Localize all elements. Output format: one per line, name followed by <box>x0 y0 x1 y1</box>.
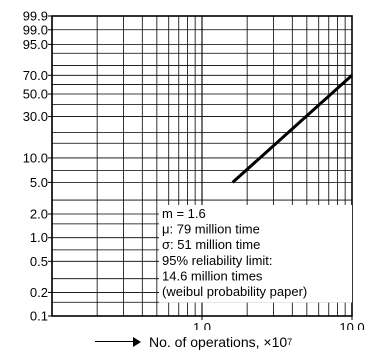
annotation-line: 95% reliability limit: <box>162 253 273 268</box>
y-tick-label: 1.0 <box>30 230 48 245</box>
y-tick-label: 0.2 <box>30 285 48 300</box>
y-tick-label: 0.5 <box>30 254 48 269</box>
x-axis-label-text: No. of operations, ×10 <box>149 334 288 350</box>
y-tick-label: 2.0 <box>30 207 48 222</box>
x-axis-label: No. of operations, ×10 7 <box>95 334 292 350</box>
y-tick-label: 99.9 <box>23 9 48 24</box>
annotation-box <box>159 205 352 303</box>
x-tick-label: 10.0 <box>339 320 364 330</box>
x-tick-label: 1.0 <box>193 320 211 330</box>
y-tick-label: 30.0 <box>23 109 48 124</box>
chart-svg: 99.999.095.0 70.0 50.0 30.0 10.0 5.0 2.0 1.0 0.5… <box>23 9 365 336</box>
annotation-line: (weibul probability paper) <box>162 284 307 299</box>
y-tick-label: 99.0 <box>23 22 48 37</box>
annotation-line: 14.6 million times <box>162 268 263 283</box>
data-series-line <box>231 74 354 184</box>
y-tick-label: 10.0 <box>23 150 48 165</box>
annotation-line: m = 1.6 <box>162 206 206 221</box>
weibull-chart: 99.9 99.0 95.0 70.0 50.0 30.0 10.0 5.0 2.0 1.0 0.5… <box>23 9 365 336</box>
y-tick-label: 70.0 <box>23 68 48 83</box>
annotation-line: σ: 51 million time <box>162 237 260 252</box>
arrow-right-icon <box>95 337 141 347</box>
y-tick-label: 0.1 <box>30 309 48 324</box>
annotation-line: μ: 79 million time <box>162 222 260 237</box>
y-tick-label: 5.0 <box>30 175 48 190</box>
y-tick-label: 95.0 <box>23 37 48 52</box>
y-tick-label: 50.0 <box>23 87 48 102</box>
